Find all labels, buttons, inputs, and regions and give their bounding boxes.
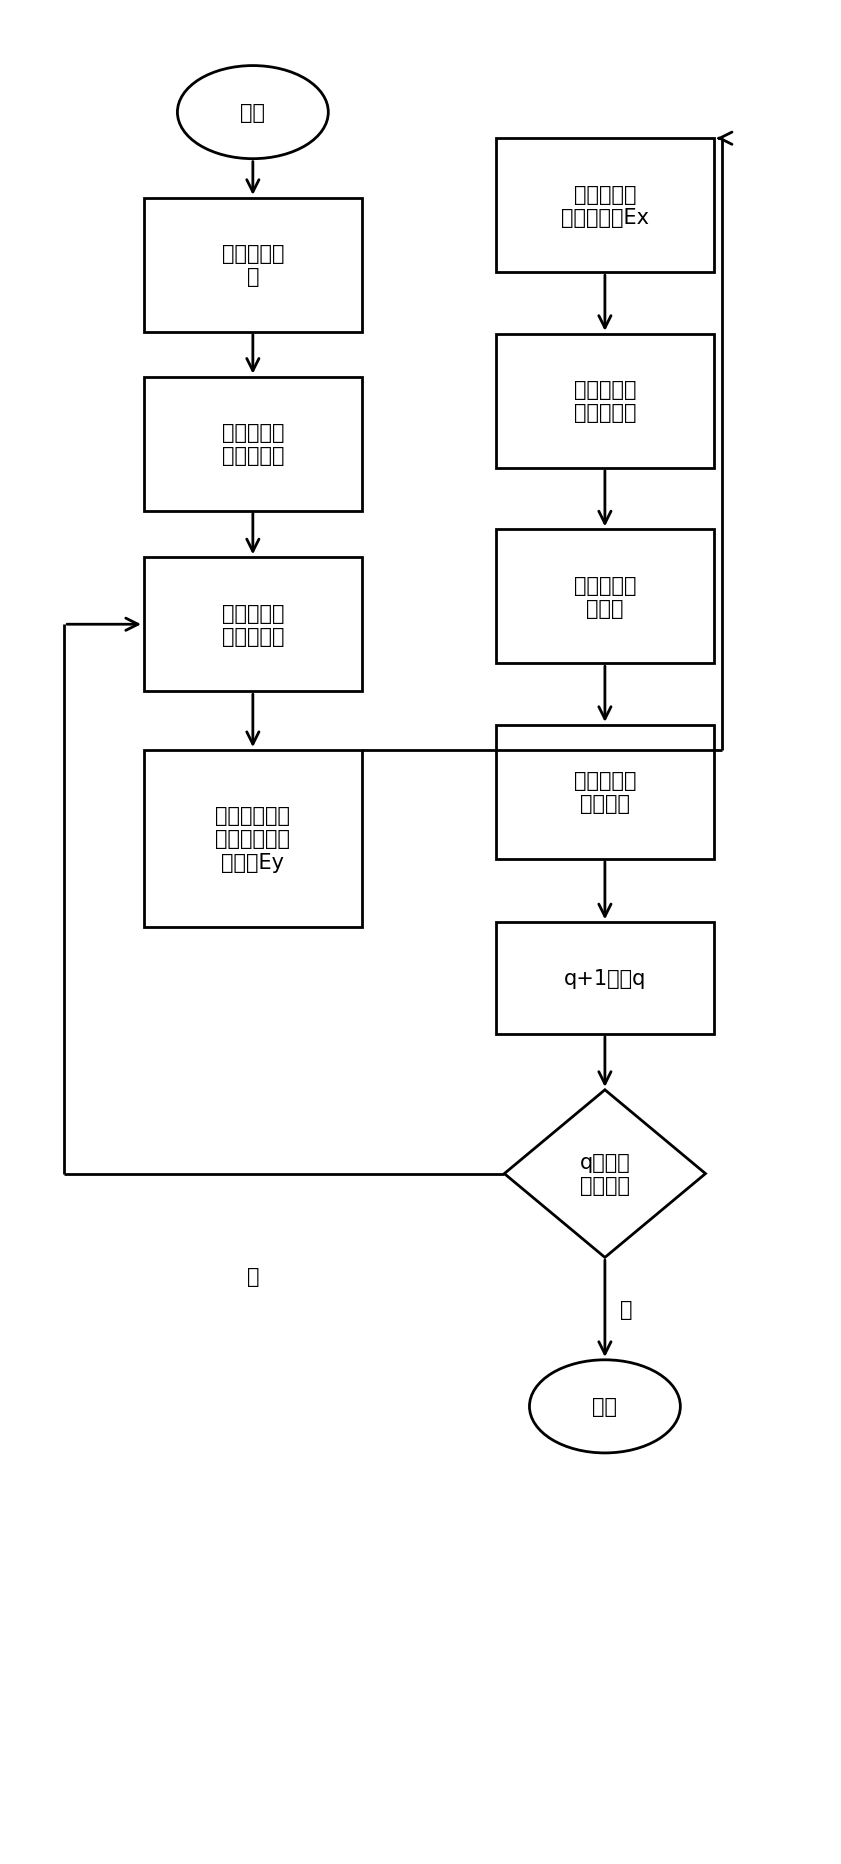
Bar xyxy=(144,199,362,332)
Text: 否: 否 xyxy=(246,1266,259,1286)
Text: 更新计算电
子平均速度: 更新计算电 子平均速度 xyxy=(574,380,636,423)
Text: 更新计算磁
场分量系数: 更新计算磁 场分量系数 xyxy=(222,604,284,647)
Bar xyxy=(496,529,714,664)
Text: 初始化参数
和设置参数: 初始化参数 和设置参数 xyxy=(222,423,284,466)
Bar xyxy=(144,377,362,511)
Text: 添加场源，更
新计算电场分
量系数Ey: 添加场源，更 新计算电场分 量系数Ey xyxy=(215,805,290,872)
Text: 开始: 开始 xyxy=(241,103,266,123)
Bar xyxy=(496,725,714,859)
Text: 结束: 结束 xyxy=(592,1396,617,1417)
Bar xyxy=(496,140,714,274)
Bar xyxy=(496,923,714,1035)
Text: q+1赋给q: q+1赋给q xyxy=(563,969,646,988)
Text: 输入模型文
件: 输入模型文 件 xyxy=(222,244,284,287)
Bar xyxy=(496,334,714,468)
Text: 更新计算辅
助变量: 更新计算辅 助变量 xyxy=(574,576,636,619)
Text: 是: 是 xyxy=(620,1299,632,1320)
Bar xyxy=(144,557,362,692)
Bar xyxy=(144,751,362,928)
Text: q是否达
到预设值: q是否达 到预设值 xyxy=(579,1152,630,1195)
Text: 更新计算电
磁场分量: 更新计算电 磁场分量 xyxy=(574,772,636,815)
Text: 更新计算电
场分量系数Ex: 更新计算电 场分量系数Ex xyxy=(561,185,649,227)
